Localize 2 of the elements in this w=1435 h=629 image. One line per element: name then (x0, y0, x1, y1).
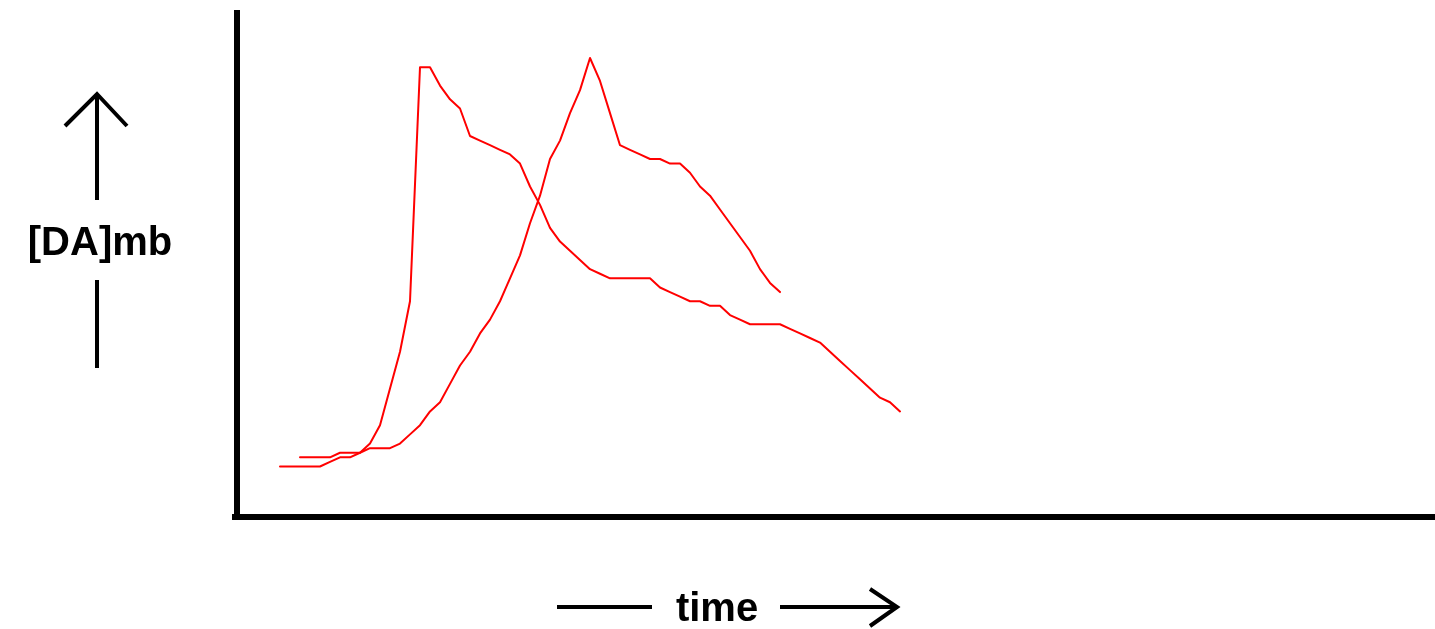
x-axis-title: time (675, 585, 759, 629)
y-axis-title: [DA]mb (27, 219, 173, 263)
